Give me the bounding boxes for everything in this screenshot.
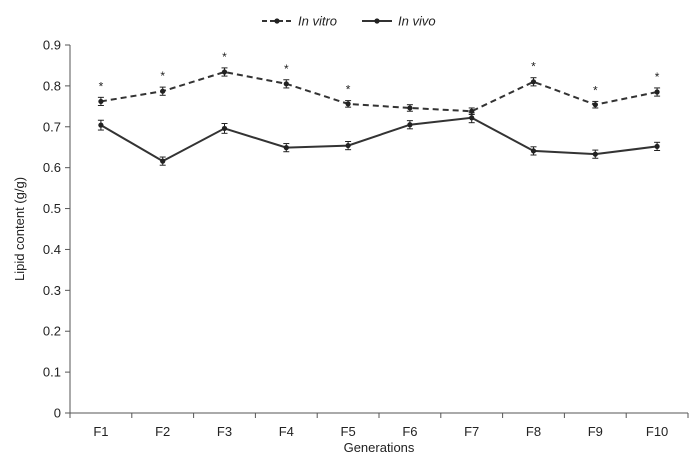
data-point — [98, 122, 104, 128]
significance-star: * — [531, 60, 536, 74]
y-tick-label: 0.8 — [43, 78, 61, 93]
y-tick-label: 0.3 — [43, 283, 61, 298]
significance-layer: * * * * * * * * — [99, 50, 660, 98]
y-tick-label: 0.1 — [43, 365, 61, 380]
y-tick-label: 0.9 — [43, 38, 61, 53]
legend: In vitro In vivo — [262, 14, 436, 29]
significance-star: * — [222, 50, 227, 64]
series-line-in-vivo — [100, 116, 658, 163]
y-tick-label: 0.7 — [43, 119, 61, 134]
data-point — [283, 81, 289, 87]
data-point — [283, 145, 289, 151]
data-point — [345, 142, 351, 149]
x-tick-label: F9 — [588, 424, 603, 439]
legend-label: In vivo — [398, 14, 436, 29]
x-axis-ticks: F1 F2 F3 F4 F5 F6 F7 F8 F9 F10 — [69, 413, 689, 439]
data-point — [654, 143, 660, 150]
data-point — [654, 89, 660, 95]
legend-label: In vitro — [298, 14, 337, 29]
legend-item-in-vivo: In vivo — [362, 14, 436, 29]
series-line-in-vitro — [100, 70, 658, 113]
significance-star: * — [284, 62, 289, 76]
x-tick-label: F6 — [402, 424, 417, 439]
data-point — [530, 148, 537, 154]
legend-item-in-vitro: In vitro — [262, 14, 337, 29]
data-point — [530, 79, 537, 85]
y-tick-label: 0 — [54, 406, 61, 421]
y-tick-label: 0.4 — [43, 242, 61, 257]
data-point — [469, 115, 475, 121]
significance-star: * — [655, 70, 660, 84]
legend-swatch-marker — [274, 18, 280, 24]
x-tick-label: F5 — [341, 424, 356, 439]
data-point — [221, 125, 228, 132]
x-tick-label: F7 — [464, 424, 479, 439]
data-point — [160, 158, 166, 164]
y-tick-label: 0.2 — [43, 324, 61, 339]
significance-star: * — [593, 83, 598, 97]
y-axis-ticks: 0 0.1 0.2 0.3 0.4 0.5 0.6 0.7 0.8 0.9 — [43, 38, 70, 421]
series-in-vitro — [97, 67, 661, 116]
series-in-vivo — [97, 112, 661, 166]
y-tick-label: 0.6 — [43, 160, 61, 175]
y-axis-title: Lipid content (g/g) — [12, 177, 27, 281]
significance-star: * — [160, 69, 165, 83]
significance-star: * — [99, 79, 104, 93]
series-layer — [97, 67, 661, 166]
data-point — [592, 102, 598, 108]
axes — [69, 45, 688, 414]
x-tick-label: F1 — [93, 424, 108, 439]
legend-swatch-marker — [374, 18, 380, 24]
data-point — [407, 122, 413, 128]
data-point — [221, 69, 228, 75]
y-tick-label: 0.5 — [43, 201, 61, 216]
data-point — [98, 98, 104, 105]
x-tick-label: F2 — [155, 424, 170, 439]
x-axis-title: Generations — [344, 440, 415, 455]
data-point — [160, 88, 166, 94]
x-tick-label: F4 — [279, 424, 294, 439]
data-point — [345, 101, 351, 107]
x-tick-label: F3 — [217, 424, 232, 439]
significance-star: * — [346, 83, 351, 97]
data-point — [592, 151, 598, 157]
x-tick-label: F10 — [646, 424, 668, 439]
data-point — [407, 105, 413, 111]
x-tick-label: F8 — [526, 424, 541, 439]
